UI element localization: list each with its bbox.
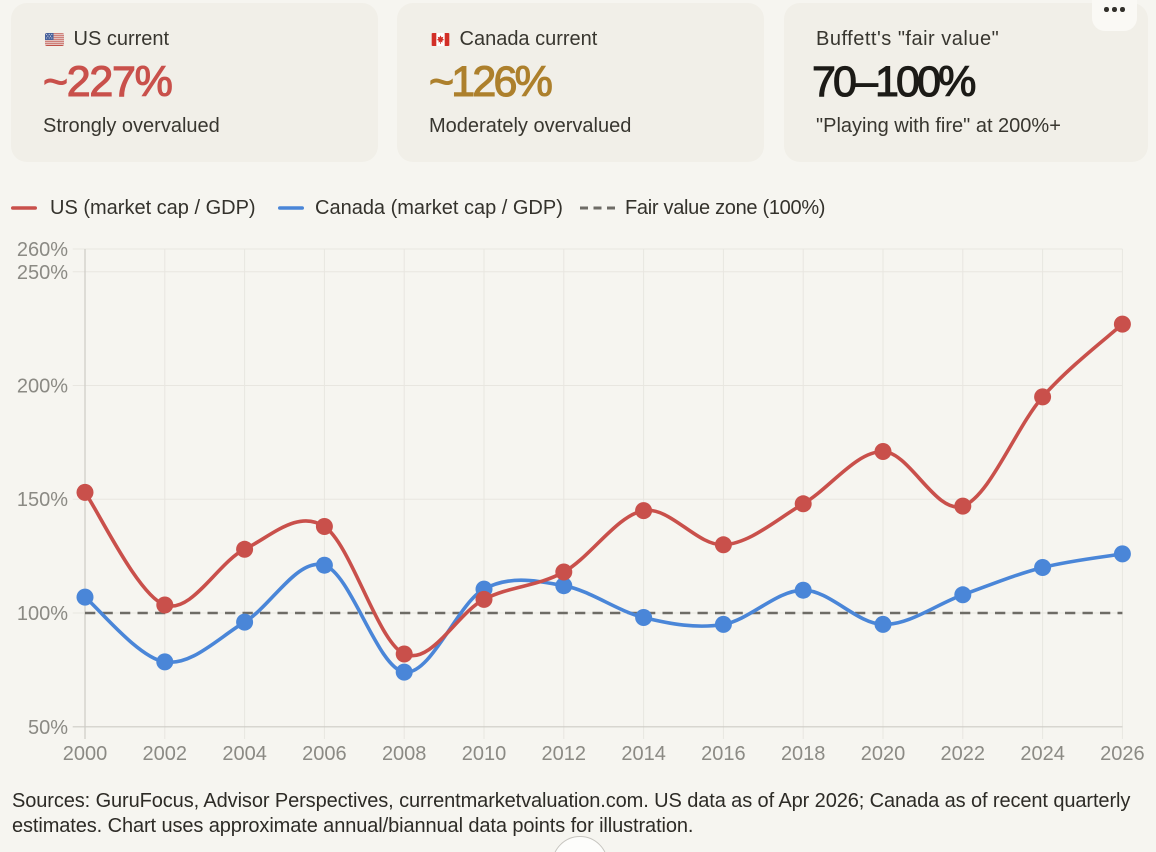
svg-text:2002: 2002 — [143, 743, 188, 765]
svg-text:2014: 2014 — [621, 743, 666, 765]
svg-text:2024: 2024 — [1020, 743, 1065, 765]
svg-text:2022: 2022 — [941, 743, 986, 765]
svg-text:2010: 2010 — [462, 743, 507, 765]
svg-text:100%: 100% — [17, 603, 68, 625]
svg-text:2016: 2016 — [701, 743, 746, 765]
svg-text:200%: 200% — [17, 376, 68, 398]
svg-text:2020: 2020 — [861, 743, 906, 765]
svg-text:260%: 260% — [17, 239, 68, 261]
svg-text:2000: 2000 — [63, 743, 108, 765]
svg-text:2008: 2008 — [382, 743, 427, 765]
svg-text:2018: 2018 — [781, 743, 826, 765]
svg-text:50%: 50% — [28, 717, 68, 739]
svg-text:2006: 2006 — [302, 743, 347, 765]
svg-text:250%: 250% — [17, 262, 68, 284]
svg-text:2004: 2004 — [222, 743, 267, 765]
svg-text:2012: 2012 — [542, 743, 587, 765]
svg-text:2026: 2026 — [1100, 743, 1145, 765]
svg-text:150%: 150% — [17, 489, 68, 511]
